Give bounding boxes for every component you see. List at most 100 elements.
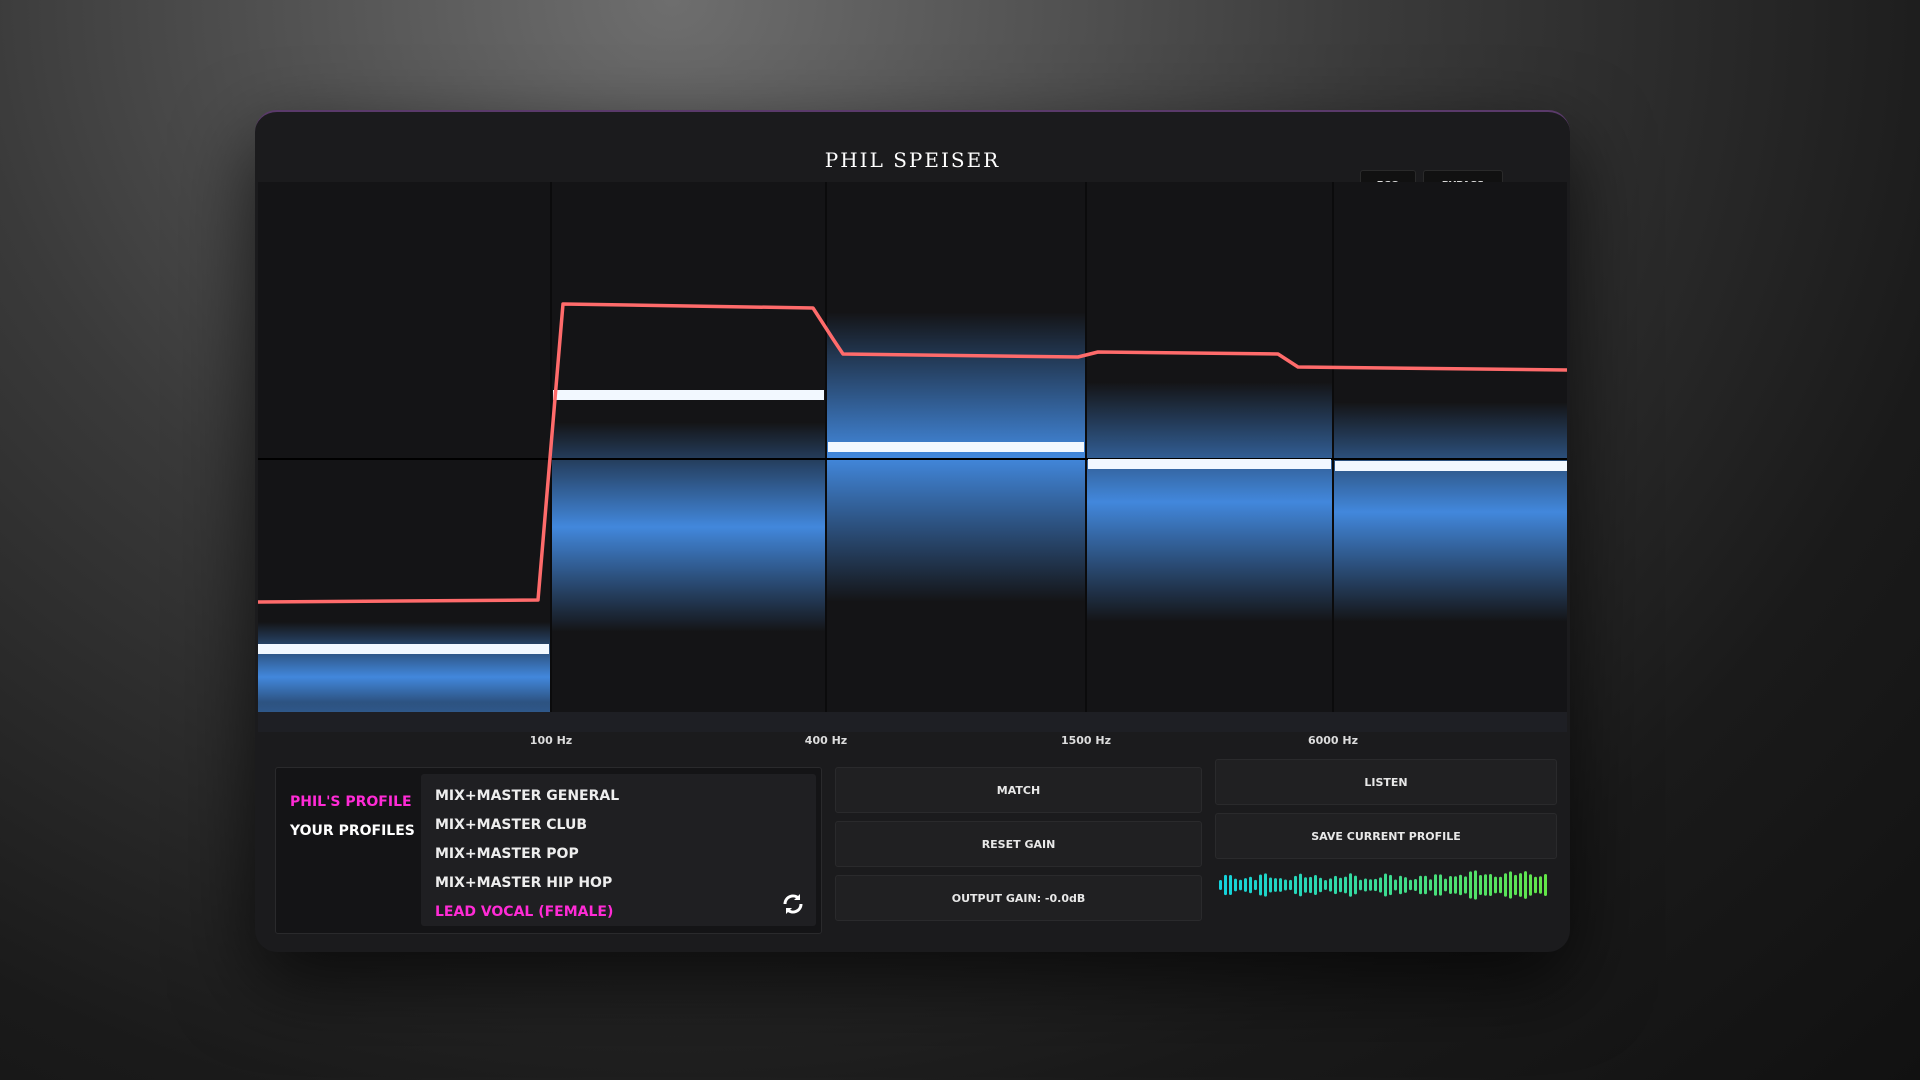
meter-bar bbox=[1244, 878, 1247, 892]
meter-bar bbox=[1299, 873, 1302, 897]
meter-bar bbox=[1489, 874, 1492, 896]
meter-bar bbox=[1284, 879, 1287, 891]
reset-gain-button[interactable]: RESET GAIN bbox=[835, 821, 1202, 867]
meter-bar bbox=[1534, 876, 1537, 894]
current-curve bbox=[258, 302, 1567, 604]
band-glow bbox=[1333, 402, 1567, 622]
meter-bar bbox=[1494, 876, 1497, 894]
meter-bar bbox=[1479, 874, 1482, 896]
meter-bar bbox=[1289, 879, 1292, 891]
meter-bar bbox=[1304, 877, 1307, 893]
meter-bar bbox=[1469, 871, 1472, 899]
profile-item[interactable]: LEAD VOCAL (FEMALE) bbox=[435, 904, 614, 920]
meter-bar bbox=[1379, 877, 1382, 893]
target-bar bbox=[553, 390, 824, 400]
meter-bar bbox=[1399, 875, 1402, 895]
listen-button[interactable]: LISTEN bbox=[1215, 759, 1557, 805]
meter-bar bbox=[1539, 876, 1542, 894]
meter-bar bbox=[1334, 875, 1337, 895]
profile-item[interactable]: MIX+MASTER CLUB bbox=[435, 817, 588, 833]
meter-bar bbox=[1389, 874, 1392, 896]
target-bar bbox=[1335, 461, 1567, 471]
refresh-icon[interactable] bbox=[781, 892, 805, 916]
frequency-label: 100 Hz bbox=[529, 734, 573, 747]
meter-bar bbox=[1249, 876, 1252, 894]
meter-bar bbox=[1294, 875, 1297, 895]
meter-bar bbox=[1509, 871, 1512, 899]
frequency-label: 1500 Hz bbox=[1060, 734, 1112, 747]
level-meter bbox=[1219, 870, 1547, 900]
frequency-label: 400 Hz bbox=[804, 734, 848, 747]
meter-bar bbox=[1259, 874, 1262, 896]
meter-bar bbox=[1369, 879, 1372, 891]
meter-bar bbox=[1219, 880, 1222, 890]
meter-bar bbox=[1414, 878, 1417, 892]
meter-bar bbox=[1504, 873, 1507, 897]
control-area: PHIL'S PROFILE YOUR PROFILES MIX+MASTER … bbox=[275, 759, 1557, 937]
profile-browser: PHIL'S PROFILE YOUR PROFILES MIX+MASTER … bbox=[275, 767, 822, 934]
profile-item[interactable]: MIX+MASTER POP bbox=[435, 846, 579, 862]
meter-bar bbox=[1324, 879, 1327, 891]
plugin-title: PHIL SPEISER bbox=[824, 148, 1001, 172]
meter-bar bbox=[1419, 875, 1422, 895]
band-glow bbox=[551, 422, 826, 632]
meter-bar bbox=[1254, 879, 1257, 891]
target-levels bbox=[258, 390, 1567, 654]
target-bar bbox=[258, 644, 549, 654]
meter-bar bbox=[1424, 875, 1427, 895]
meter-bar bbox=[1444, 878, 1447, 892]
meter-bar bbox=[1449, 876, 1452, 894]
meter-bar bbox=[1409, 879, 1412, 891]
meter-bar bbox=[1224, 874, 1227, 896]
meter-bar bbox=[1384, 873, 1387, 897]
meter-bar bbox=[1404, 877, 1407, 893]
meter-bar bbox=[1474, 870, 1477, 900]
meter-bar bbox=[1484, 874, 1487, 896]
meter-bar bbox=[1454, 876, 1457, 894]
refresh-arrows bbox=[786, 894, 800, 914]
frequency-label: 6000 Hz bbox=[1307, 734, 1359, 747]
meter-bar bbox=[1264, 873, 1267, 897]
meter-bar bbox=[1319, 877, 1322, 893]
meter-bar bbox=[1329, 878, 1332, 892]
meter-bar bbox=[1529, 874, 1532, 896]
meter-bar bbox=[1279, 878, 1282, 892]
meter-bar bbox=[1499, 876, 1502, 894]
meter-bar bbox=[1364, 878, 1367, 892]
meter-bar bbox=[1359, 879, 1362, 891]
save-profile-button[interactable]: SAVE CURRENT PROFILE bbox=[1215, 813, 1557, 859]
meter-bar bbox=[1544, 873, 1547, 897]
meter-bar bbox=[1314, 874, 1317, 896]
profile-item[interactable]: MIX+MASTER GENERAL bbox=[435, 788, 620, 804]
profile-tab[interactable]: YOUR PROFILES bbox=[290, 823, 415, 839]
match-button[interactable]: MATCH bbox=[835, 767, 1202, 813]
meter-bar bbox=[1374, 878, 1377, 892]
meter-bar bbox=[1439, 874, 1442, 896]
target-bar bbox=[828, 442, 1084, 452]
meter-bar bbox=[1434, 874, 1437, 896]
output-gain-control[interactable]: OUTPUT GAIN: -0.0dB bbox=[835, 875, 1202, 921]
meter-bar bbox=[1514, 874, 1517, 896]
meter-bar bbox=[1354, 875, 1357, 895]
plugin-window: PHIL SPEISER ECO BYPASS bbox=[255, 110, 1570, 952]
meter-bar bbox=[1229, 874, 1232, 896]
meter-bar bbox=[1344, 876, 1347, 894]
target-bar bbox=[1088, 459, 1331, 469]
band-glow bbox=[1086, 382, 1333, 622]
meter-bar bbox=[1519, 873, 1522, 897]
meter-bar bbox=[1339, 877, 1342, 893]
profile-item[interactable]: MIX+MASTER HIP HOP bbox=[435, 875, 613, 891]
band-glow bbox=[826, 312, 1086, 602]
meter-bar bbox=[1464, 876, 1467, 894]
meter-bar bbox=[1524, 871, 1527, 899]
meter-bar bbox=[1394, 879, 1397, 891]
meter-bar bbox=[1234, 878, 1237, 892]
meter-bar bbox=[1239, 879, 1242, 891]
meter-bar bbox=[1309, 876, 1312, 894]
meter-bar bbox=[1274, 878, 1277, 892]
profile-list: MIX+MASTER GENERAL MIX+MASTER CLUB MIX+M… bbox=[421, 774, 816, 926]
meter-bar bbox=[1459, 874, 1462, 896]
profile-tab[interactable]: PHIL'S PROFILE bbox=[290, 794, 412, 810]
meter-bar bbox=[1429, 879, 1432, 891]
